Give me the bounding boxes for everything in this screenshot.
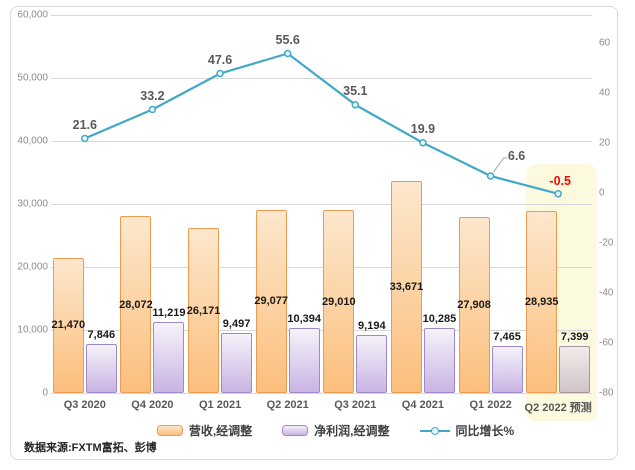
legend-label-yoy-growth: 同比增长% [455, 424, 515, 438]
legend: 营收,经调整 净利润,经调整 同比增长% [18, 422, 635, 439]
gridline [51, 330, 592, 331]
revenue-bar [458, 217, 490, 393]
left-axis-tick-label: 0 [42, 387, 48, 399]
growth-value-label: 47.6 [207, 52, 233, 67]
x-axis-label: Q3 2021 [334, 399, 377, 411]
source-note: 数据来源:FXTM富拓、彭博 [24, 442, 157, 454]
profit-bar [356, 335, 388, 393]
profit-bar [288, 327, 320, 393]
growth-point-marker [351, 101, 360, 109]
x-axis-label: Q1 2021 [198, 399, 242, 411]
revenue-bar [526, 210, 558, 393]
x-axis-label: Q2 2021 [266, 399, 309, 411]
left-axis-tick-label: 20,000 [17, 261, 48, 273]
right-axis-tick-label: -40 [599, 287, 614, 298]
profit-value-label: 7,846 [87, 328, 116, 341]
growth-value-label: -0.5 [549, 173, 571, 188]
growth-value-label: 33.2 [140, 88, 165, 103]
growth-value-label: 21.6 [72, 117, 97, 132]
profit-value-label: 7,399 [560, 331, 589, 344]
legend-item-yoy-growth: 同比增长% [419, 422, 515, 439]
revenue-value-label: 28,935 [524, 295, 559, 308]
growth-point-marker [216, 69, 224, 78]
profit-value-label: 7,465 [493, 331, 521, 343]
left-axis-tick-label: 10,000 [17, 324, 48, 336]
label-leader-line [493, 157, 508, 173]
profit-bar [491, 346, 523, 393]
revenue-value-label: 28,072 [119, 298, 153, 311]
right-axis-tick-label: 60 [599, 37, 611, 48]
legend-swatch-net-profit [282, 425, 309, 436]
x-axis-label: Q4 2021 [401, 399, 444, 411]
legend-item-revenue: 营收,经调整 [156, 422, 253, 439]
right-axis-tick-label: -60 [599, 337, 614, 348]
revenue-bar [390, 180, 422, 393]
gridline [51, 78, 592, 79]
right-axis-tick-label: -20 [599, 237, 614, 248]
growth-point-marker [486, 172, 495, 180]
x-axis-label: Q3 2020 [63, 399, 106, 411]
right-axis-tick-label: 0 [599, 187, 605, 198]
revenue-bar [255, 209, 287, 393]
x-axis-label: Q1 2022 [469, 399, 512, 411]
profit-bar [423, 328, 455, 393]
left-axis-tick-label: 60,000 [17, 9, 48, 21]
revenue-bar [52, 257, 84, 393]
gridline [51, 15, 592, 16]
x-axis-label: Q4 2020 [131, 399, 174, 411]
right-axis-tick-label: 40 [599, 87, 611, 98]
profit-bar [221, 333, 253, 393]
growth-value-label: 55.6 [275, 32, 300, 47]
legend-line-swatch [419, 426, 450, 435]
revenue-bar [120, 216, 152, 393]
left-axis-tick-label: 50,000 [17, 72, 48, 84]
revenue-bar [323, 210, 355, 393]
revenue-value-label: 33,671 [389, 280, 424, 293]
gridline [51, 141, 592, 142]
gridline [51, 204, 592, 205]
growth-point-marker [148, 105, 157, 114]
profit-bar [153, 322, 185, 393]
legend-label-net-profit: 净利润,经调整 [314, 424, 390, 438]
profit-bar [85, 343, 117, 393]
growth-value-label: 19.9 [410, 121, 436, 136]
revenue-bar [188, 228, 220, 393]
growth-value-label: 6.6 [507, 149, 526, 163]
profit-value-label: 11,219 [152, 307, 186, 320]
legend-line-marker [430, 426, 439, 435]
growth-line [84, 52, 559, 195]
revenue-value-label: 21,470 [51, 319, 86, 332]
legend-label-revenue: 营收,经调整 [188, 424, 253, 438]
left-axis-tick-label: 40,000 [17, 135, 48, 147]
revenue-value-label: 29,010 [321, 295, 356, 308]
revenue-value-label: 26,171 [186, 304, 221, 317]
profit-bar [559, 346, 591, 393]
revenue-value-label: 27,908 [457, 299, 491, 312]
legend-item-net-profit: 净利润,经调整 [282, 422, 390, 439]
growth-point-marker [283, 49, 292, 58]
profit-value-label: 10,285 [422, 313, 457, 326]
growth-value-label: 35.1 [343, 83, 368, 98]
right-axis-tick-label: 20 [599, 137, 611, 148]
revenue-value-label: 29,077 [254, 295, 289, 308]
x-axis-label: Q2 2022 预测 [524, 402, 592, 414]
right-axis-tick-label: -80 [599, 387, 614, 398]
profit-value-label: 10,394 [287, 312, 322, 325]
gridline [51, 267, 592, 268]
legend-swatch-revenue [156, 425, 183, 436]
gridline [51, 393, 592, 394]
profit-value-label: 9,497 [222, 318, 251, 331]
left-axis-tick-label: 30,000 [17, 198, 48, 210]
profit-value-label: 9,194 [358, 320, 386, 333]
